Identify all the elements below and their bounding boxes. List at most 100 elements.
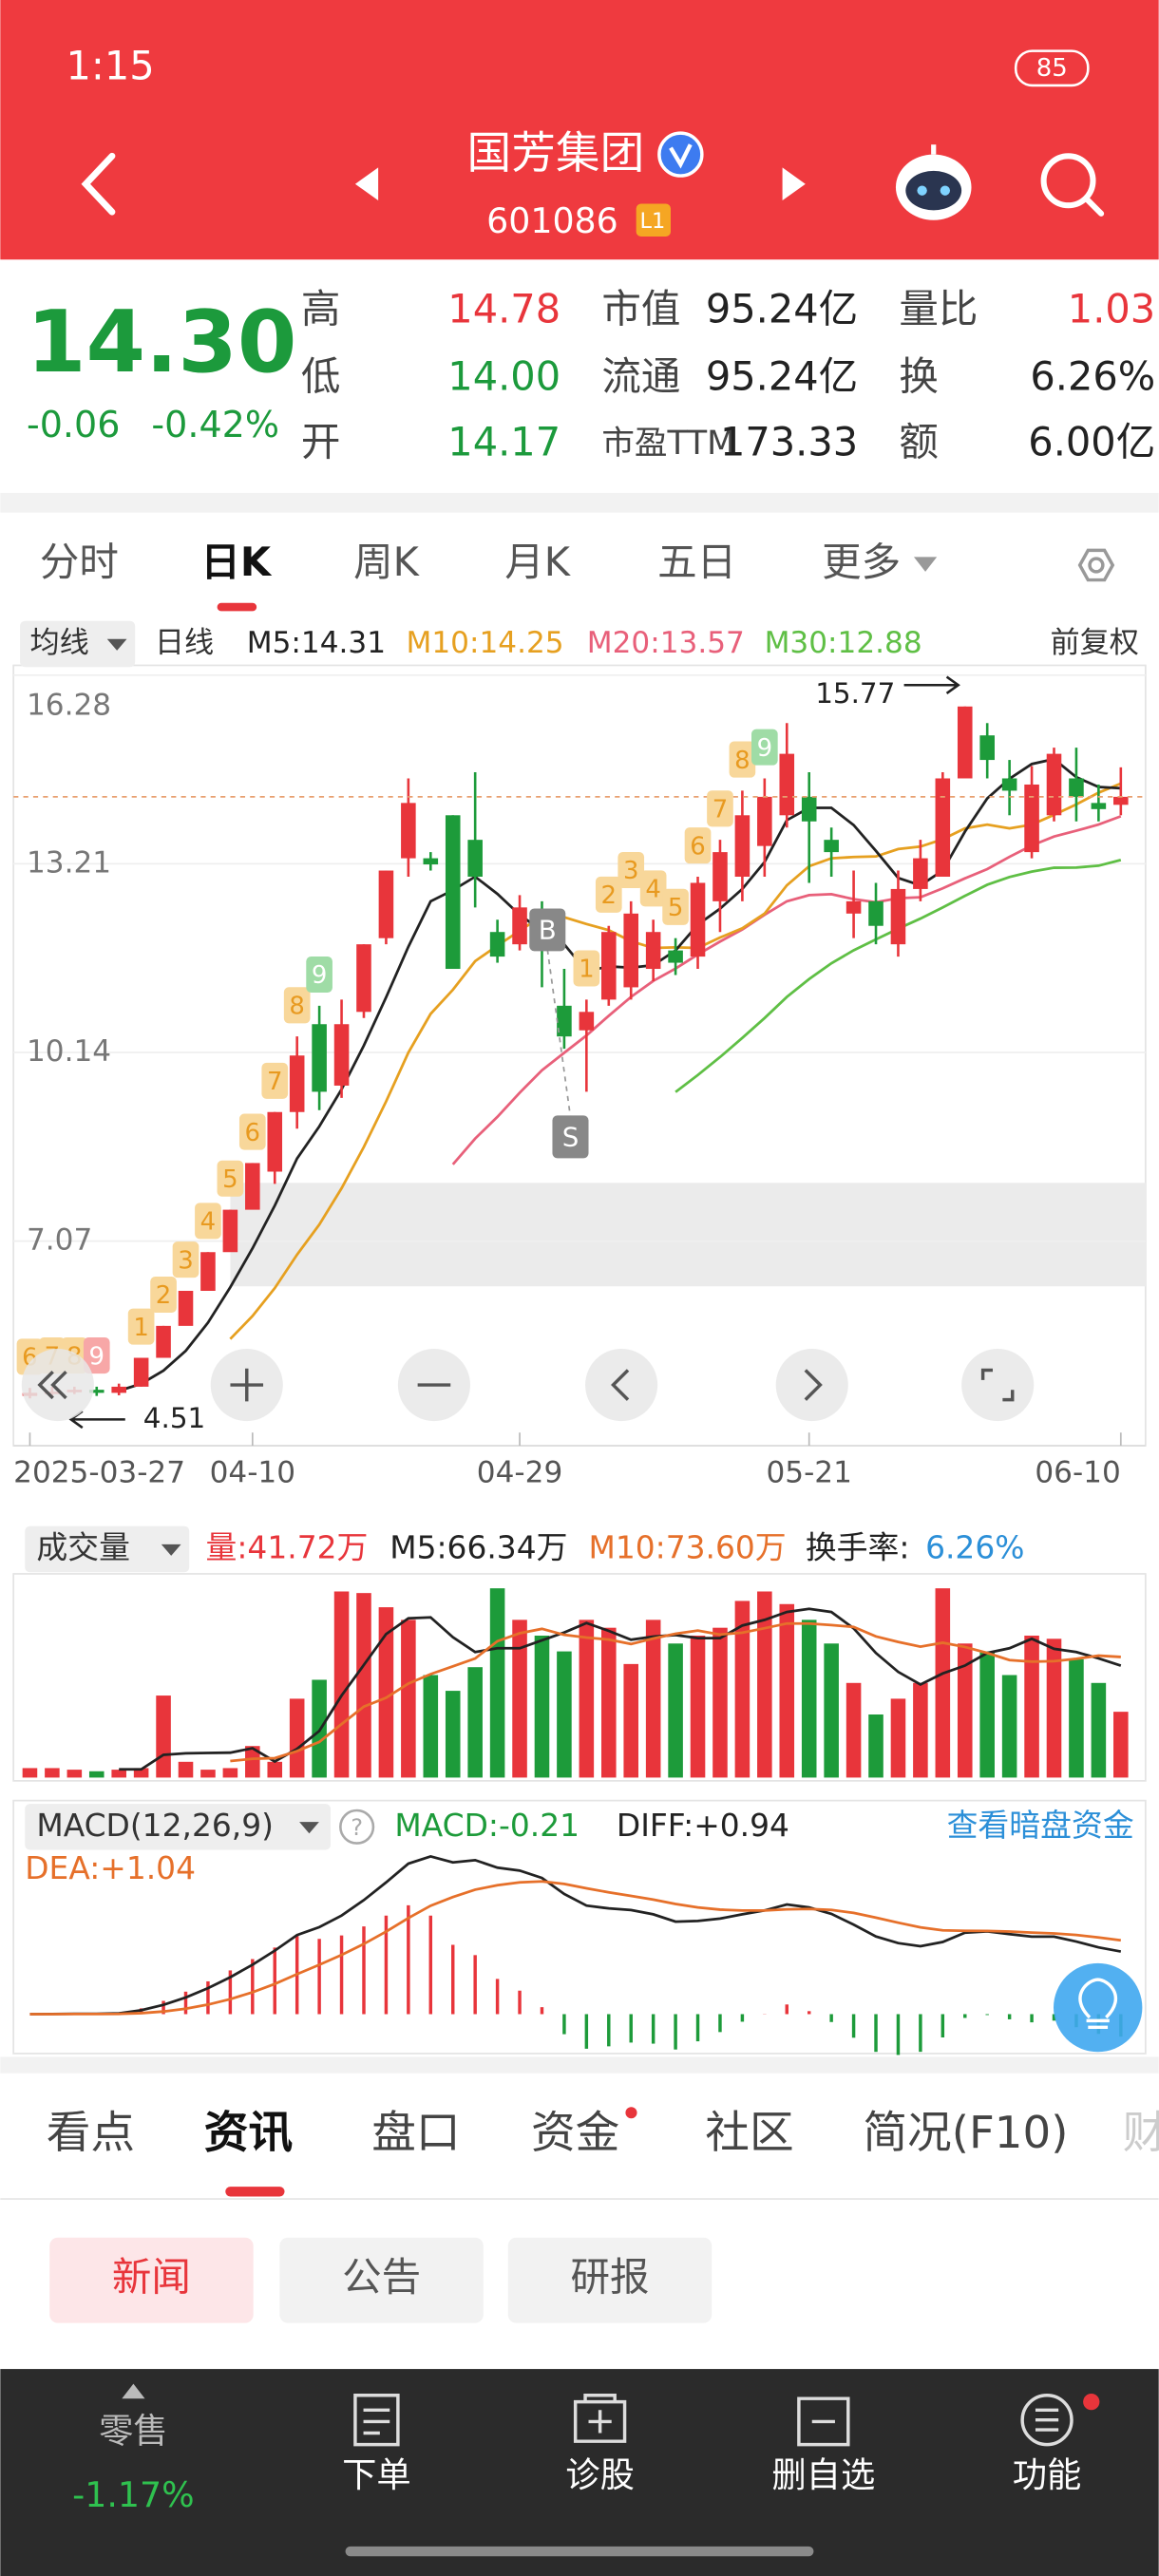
sub-tab-bg[interactable] <box>49 2237 254 2323</box>
volume-bar <box>868 1714 884 1778</box>
candle-body <box>1069 778 1084 797</box>
volume-menu[interactable]: 成交量 <box>36 1529 130 1566</box>
ma-menu[interactable]: 均线 <box>29 626 88 660</box>
volume-bar <box>401 1619 416 1778</box>
zoom-button[interactable] <box>961 1348 1035 1422</box>
candle-body <box>1024 784 1039 853</box>
volume-bar <box>512 1619 527 1778</box>
nav-item[interactable]: 功能 <box>1013 2454 1082 2495</box>
volume-bar <box>601 1627 617 1778</box>
sub-tab[interactable]: 新闻 <box>112 2254 191 2301</box>
candle-body <box>957 706 973 779</box>
x-tick-label: 2025-03-27 <box>13 1455 185 1489</box>
adjust[interactable]: 前复权 <box>1051 626 1139 660</box>
nav-item[interactable]: 删自选 <box>771 2454 875 2495</box>
price-change: -0.06 <box>27 404 120 445</box>
assistant-icon[interactable] <box>895 144 972 220</box>
field-label: 流通 <box>601 353 680 400</box>
candle-body <box>734 815 750 877</box>
info-tab[interactable]: 资讯 <box>204 2108 293 2159</box>
x-tick-label: 04-10 <box>210 1455 295 1489</box>
period: 日线 <box>155 626 214 660</box>
info-tab[interactable]: 资金 <box>531 2108 619 2159</box>
sub-tab-bg[interactable] <box>507 2237 712 2323</box>
ma-value: M5:14.31 <box>247 626 386 660</box>
zoom-button[interactable] <box>585 1348 658 1422</box>
chart-tab[interactable]: 日K <box>200 539 273 585</box>
prev-stock[interactable] <box>354 167 379 201</box>
price-change-pct: -0.42% <box>151 404 279 445</box>
volume-bar <box>913 1682 928 1778</box>
volume-ma <box>230 1621 1121 1763</box>
menu-bg[interactable] <box>25 1525 190 1573</box>
dea-value: DEA:+1.04 <box>25 1849 196 1886</box>
volume-bar <box>489 1588 505 1778</box>
candle-body <box>1046 753 1062 816</box>
chart-tab[interactable]: 周K <box>353 539 421 585</box>
tab-indicator <box>217 602 257 612</box>
hint-button[interactable] <box>1053 1962 1143 2053</box>
candle-body <box>824 840 839 853</box>
volume-bar <box>222 1768 238 1778</box>
candle-body <box>1113 796 1129 805</box>
limit-up-badge <box>729 741 756 778</box>
y-tick-label: 13.21 <box>27 845 111 880</box>
field-label: 额 <box>899 419 939 465</box>
menu-bg[interactable] <box>20 620 136 668</box>
chart-tab[interactable]: 更多 <box>822 539 901 585</box>
expand-arrow[interactable] <box>122 2383 145 2399</box>
candle-body <box>200 1252 216 1291</box>
dea-line <box>29 1880 1121 2016</box>
sub-tab[interactable]: 研报 <box>570 2254 649 2301</box>
macd-menu[interactable]: MACD(12,26,9) <box>36 1807 274 1844</box>
field-label: 低 <box>301 353 341 400</box>
volume-stat: 量:41.72万 <box>206 1529 369 1566</box>
dark-pool-link[interactable]: 查看暗盘资金 <box>947 1807 1134 1844</box>
info-tab[interactable]: 简况(F10) <box>863 2108 1068 2159</box>
volume-bar <box>356 1593 371 1778</box>
candle-body <box>935 778 951 877</box>
field-value: 95.24亿 <box>706 353 858 400</box>
volume-bar <box>289 1698 305 1778</box>
candle-body <box>579 1012 595 1031</box>
sub-tab[interactable]: 公告 <box>342 2254 421 2301</box>
zoom-button[interactable] <box>775 1348 848 1422</box>
volume-bar <box>423 1675 439 1778</box>
limit-up-badge <box>238 1113 266 1150</box>
limit-up-text: 3 <box>178 1246 194 1275</box>
candle-body <box>779 753 795 816</box>
buy-marker <box>529 908 566 952</box>
info-tab[interactable]: 财 <box>1123 2108 1159 2159</box>
field-value: 14.78 <box>447 286 560 332</box>
limit-up-text: 1 <box>579 956 595 984</box>
candle-body <box>333 1024 350 1086</box>
next-stock[interactable] <box>782 167 806 201</box>
nav-item[interactable]: 诊股 <box>565 2454 635 2495</box>
back-button[interactable] <box>81 152 116 216</box>
settings-icon[interactable] <box>1077 548 1115 582</box>
menu-bg[interactable] <box>25 1804 331 1850</box>
info-tab[interactable]: 盘口 <box>371 2108 460 2159</box>
volume-bar <box>111 1770 126 1778</box>
candle-body <box>512 907 527 945</box>
info-tab[interactable]: 社区 <box>705 2108 793 2159</box>
nav-icon <box>573 2394 627 2443</box>
sub-tab-bg[interactable] <box>279 2237 484 2323</box>
search-icon[interactable] <box>1040 153 1105 217</box>
range-band <box>230 1183 1146 1287</box>
chart-tab[interactable]: 月K <box>504 539 572 585</box>
limit-up-badge <box>217 1160 244 1197</box>
chart-tab[interactable]: 分时 <box>40 539 119 585</box>
zoom-button[interactable] <box>21 1348 94 1422</box>
candle-body <box>712 852 728 901</box>
help-icon[interactable] <box>339 1809 375 1845</box>
limit-up-text: 4 <box>645 876 661 904</box>
retail-label[interactable]: 零售 <box>99 2411 168 2452</box>
candle-body <box>690 882 706 957</box>
chart-tab[interactable]: 五日 <box>657 539 736 585</box>
limit-up-badge <box>662 888 689 925</box>
volume-bar <box>734 1601 750 1778</box>
info-tab[interactable]: 看点 <box>47 2108 135 2159</box>
nav-item[interactable]: 下单 <box>342 2454 411 2495</box>
